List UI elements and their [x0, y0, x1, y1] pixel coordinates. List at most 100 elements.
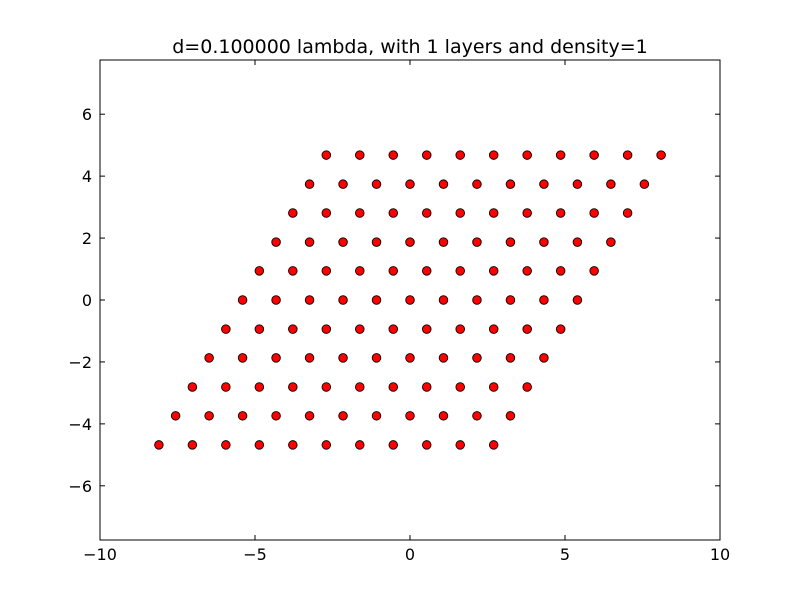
data-point — [522, 324, 532, 334]
data-point — [539, 179, 549, 189]
data-point — [355, 150, 365, 160]
data-point — [321, 324, 332, 334]
y-tick-label: −2 — [68, 353, 92, 372]
data-point — [388, 440, 399, 450]
data-point — [505, 237, 516, 247]
data-point — [522, 208, 532, 218]
data-point — [304, 179, 315, 189]
data-point — [204, 411, 214, 421]
data-point — [338, 179, 348, 189]
data-points — [154, 150, 666, 450]
data-point — [288, 324, 298, 334]
data-point — [237, 411, 248, 421]
data-point — [371, 353, 382, 363]
data-point — [488, 266, 499, 276]
x-tick-label: 0 — [405, 545, 415, 564]
data-point — [421, 208, 432, 218]
data-point — [472, 179, 482, 189]
data-point — [505, 411, 516, 421]
data-point — [472, 237, 482, 247]
data-point — [639, 179, 650, 189]
data-point — [170, 411, 181, 421]
data-point — [254, 324, 265, 334]
data-point — [421, 382, 432, 392]
data-point — [505, 353, 516, 363]
data-point — [271, 353, 281, 363]
data-point — [589, 150, 599, 160]
data-point — [572, 179, 583, 189]
data-point — [438, 411, 449, 421]
data-point — [321, 208, 332, 218]
data-point — [388, 324, 399, 334]
data-point — [606, 237, 616, 247]
data-point — [288, 266, 298, 276]
data-point — [421, 440, 432, 450]
y-tick-label: −4 — [68, 415, 92, 434]
data-point — [237, 353, 248, 363]
data-point — [288, 440, 298, 450]
data-point — [438, 179, 449, 189]
data-point — [589, 208, 599, 218]
data-point — [522, 150, 532, 160]
data-point — [405, 353, 415, 363]
data-point — [271, 295, 281, 305]
x-tick-label: −5 — [243, 545, 267, 564]
data-point — [472, 353, 482, 363]
x-axis-tick-labels: −10 −5 0 5 10 — [83, 545, 730, 564]
data-point — [421, 266, 432, 276]
data-point — [438, 295, 449, 305]
x-tick-label: 10 — [710, 545, 730, 564]
data-point — [221, 324, 231, 334]
data-point — [187, 440, 198, 450]
data-point — [488, 150, 499, 160]
data-point — [438, 353, 449, 363]
data-point — [405, 179, 415, 189]
data-point — [338, 353, 348, 363]
data-point — [254, 382, 265, 392]
data-point — [455, 382, 465, 392]
data-point — [488, 324, 499, 334]
data-point — [539, 295, 549, 305]
data-point — [555, 266, 566, 276]
data-point — [622, 150, 633, 160]
data-point — [355, 382, 365, 392]
data-point — [539, 353, 549, 363]
data-point — [304, 295, 315, 305]
data-point — [505, 295, 516, 305]
data-point — [338, 237, 348, 247]
data-point — [606, 179, 616, 189]
data-point — [355, 440, 365, 450]
data-point — [288, 208, 298, 218]
data-point — [522, 266, 532, 276]
data-point — [455, 208, 465, 218]
data-point — [555, 150, 566, 160]
data-point — [472, 295, 482, 305]
data-point — [321, 440, 332, 450]
data-point — [304, 411, 315, 421]
y-tick-label: 4 — [82, 167, 92, 186]
y-tick-label: 6 — [82, 105, 92, 124]
data-point — [254, 440, 265, 450]
data-point — [572, 295, 583, 305]
data-point — [405, 237, 415, 247]
data-point — [221, 382, 231, 392]
data-point — [338, 295, 348, 305]
data-point — [204, 353, 214, 363]
data-point — [321, 150, 332, 160]
data-point — [555, 324, 566, 334]
data-point — [572, 237, 583, 247]
data-point — [355, 208, 365, 218]
data-point — [405, 295, 415, 305]
data-point — [421, 324, 432, 334]
data-point — [488, 440, 499, 450]
y-tick-label: 2 — [82, 229, 92, 248]
data-point — [254, 266, 265, 276]
data-point — [388, 382, 399, 392]
data-point — [371, 411, 382, 421]
data-point — [338, 411, 348, 421]
data-point — [455, 266, 465, 276]
data-point — [371, 295, 382, 305]
data-point — [438, 237, 449, 247]
data-point — [421, 150, 432, 160]
